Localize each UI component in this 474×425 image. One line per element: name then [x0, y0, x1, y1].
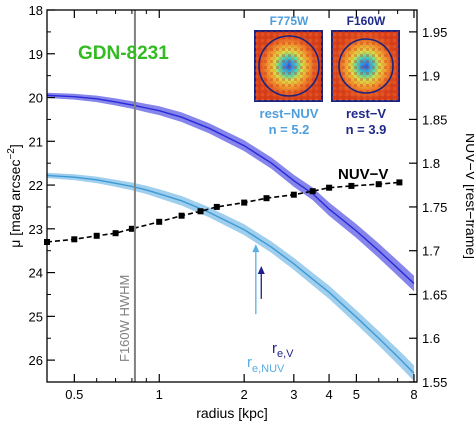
y-left-tick-label-2: 20	[29, 91, 43, 106]
y-right-tick-label-4: 1.75	[422, 200, 447, 215]
y-right-tick-label-2: 1.65	[422, 287, 447, 302]
re-v-main: r	[272, 340, 277, 357]
inset-rest-nuv-n: n = 5.2	[269, 122, 310, 137]
x-tick-label-2: 2	[241, 387, 248, 402]
y-left-title-close: ]	[7, 144, 23, 148]
effective-radius-arrows	[252, 244, 265, 315]
nuv-v-point-1	[71, 236, 78, 243]
nuv-v-point-2	[93, 232, 100, 239]
nuv-v-point-15	[375, 181, 382, 188]
y-left-tick-label-6: 24	[29, 266, 43, 281]
y-left-tick-label-8: 26	[29, 353, 43, 368]
y-left-tick-label-1: 19	[29, 47, 43, 62]
x-tick-label-6: 8	[410, 387, 417, 402]
inset-rest-nuv-aperture	[258, 35, 320, 97]
nuv-v-point-12	[309, 188, 316, 195]
y-right-tick-label-5: 1.8	[422, 156, 440, 171]
nuv-v-point-9	[241, 199, 248, 206]
y-right-tick-label-8: 1.95	[422, 25, 447, 40]
inset-rest-v-noise	[332, 31, 399, 101]
y-right-tick-label-7: 1.9	[422, 69, 440, 84]
axis-ticks: 0.5 1 2 3 4 5 81819202122232425261.551.61.651.…	[29, 3, 448, 402]
y-left-tick-label-7: 25	[29, 309, 43, 324]
inset-rest-nuv: F775W rest−NUV n = 5.2	[254, 14, 323, 137]
x-tick-label-4: 4	[325, 387, 332, 402]
re-v-sub: e,V	[277, 348, 294, 360]
chart-title: GDN-8231	[78, 43, 169, 64]
y-left-title-sup: −2	[6, 148, 17, 160]
nuv-v-point-10	[263, 195, 270, 202]
line-rest-v	[46, 94, 415, 285]
inset-rest-v: F160W rest−V n = 3.9	[331, 14, 400, 137]
nuv-v-point-3	[112, 230, 119, 237]
y-left-title-main: μ [mag arcsec	[7, 160, 23, 248]
nuv-v-point-7	[197, 208, 204, 215]
arrow-head-1	[257, 266, 265, 275]
inset-rest-v-filter: F160W	[347, 14, 386, 28]
y-left-tick-label-0: 18	[29, 3, 43, 18]
arrow-head-0	[252, 244, 260, 253]
x-axis-title: radius [kpc]	[196, 405, 268, 421]
inset-rest-nuv-band: rest−NUV	[260, 106, 319, 121]
x-tick-label-5: 5	[353, 387, 360, 402]
y-axis-left-title: μ [mag arcsec−2]	[6, 144, 23, 248]
y-right-tick-label-6: 1.85	[422, 112, 447, 127]
x-tick-label-3: 3	[290, 387, 297, 402]
nuv-v-point-8	[213, 203, 220, 210]
y-right-tick-label-1: 1.6	[422, 331, 440, 346]
y-axis-right-title: NUV−V [rest−frame]	[463, 133, 474, 259]
x-tick-label-0: 0.5	[65, 387, 83, 402]
y-left-tick-label-3: 21	[29, 134, 43, 149]
nuv-v-point-5	[156, 218, 163, 225]
series-lines	[46, 94, 415, 374]
nuv-v-point-14	[348, 182, 355, 189]
y-left-tick-label-5: 23	[29, 222, 43, 237]
re-nuv-label: re,NUV	[247, 354, 285, 375]
y-right-tick-label-0: 1.55	[422, 375, 447, 390]
x-tick-label-1: 1	[156, 387, 163, 402]
hwhm-label: F160W HWHM	[117, 275, 132, 362]
nuv-v-point-6	[178, 212, 185, 219]
nuv-v-point-16	[396, 179, 403, 186]
nuv-v-label: NUV−V	[338, 166, 388, 183]
inset-rest-v-aperture	[338, 38, 394, 94]
nuv-v-point-11	[290, 191, 297, 198]
inset-rest-v-band: rest−V	[346, 106, 386, 121]
inset-rest-v-n: n = 3.9	[346, 122, 387, 137]
y-right-tick-label-3: 1.7	[422, 244, 440, 259]
re-v-label: re,V	[272, 340, 294, 360]
nuv-v-point-13	[326, 184, 333, 191]
inset-rest-nuv-filter: F775W	[270, 14, 309, 28]
line-rest-nuv	[46, 174, 415, 374]
inset-rest-nuv-noise	[255, 31, 322, 101]
re-nuv-main: r	[247, 354, 252, 371]
plot-frame	[46, 9, 418, 383]
re-nuv-sub: e,NUV	[252, 363, 285, 375]
nuv-v-point-4	[128, 225, 135, 232]
y-left-tick-label-4: 22	[29, 178, 43, 193]
